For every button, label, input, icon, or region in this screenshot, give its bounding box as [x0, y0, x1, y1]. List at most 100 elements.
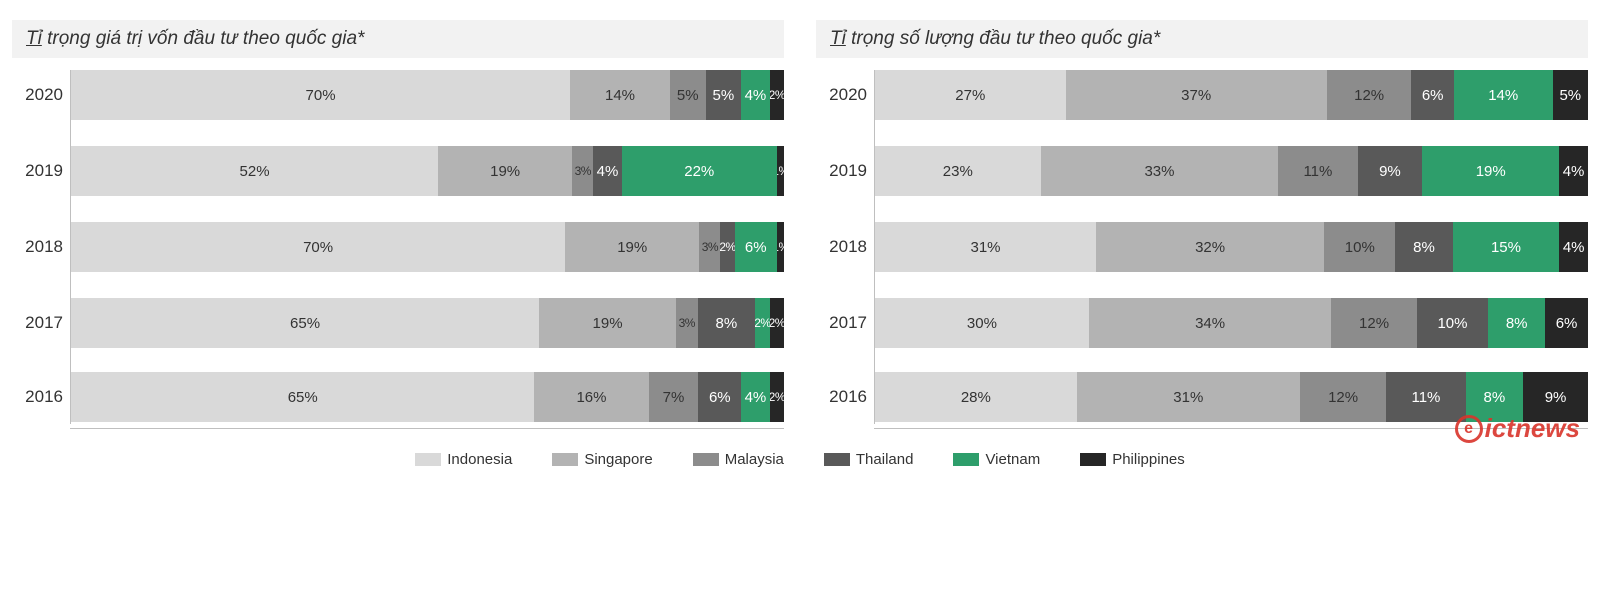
bar-row: 201831%32%10%8%15%4% — [875, 222, 1588, 272]
chart-title-box: Tỉ trọng số lượng đầu tư theo quốc gia* — [816, 20, 1588, 58]
bar-segment-philippines: 1% — [777, 146, 784, 196]
bar-segment-vietnam: 22% — [622, 146, 777, 196]
bar-segment-singapore: 19% — [539, 298, 676, 348]
stacked-bar: 30%34%12%10%8%6% — [875, 298, 1588, 348]
charts-container: Tỉ trọng giá trị vốn đầu tư theo quốc gi… — [0, 0, 1600, 437]
bar-segment-philippines: 1% — [777, 222, 784, 272]
bar-row: 202027%37%12%6%14%5% — [875, 70, 1588, 120]
stacked-bar: 65%16%7%6%4%2% — [71, 372, 784, 422]
bar-row: 201870%19%3%2%6%1% — [71, 222, 784, 272]
legend-item-thailand: Thailand — [824, 451, 914, 468]
watermark-ictnews: eictnews — [1455, 413, 1580, 444]
year-label: 2018 — [817, 237, 867, 257]
bar-segment-philippines: 4% — [1559, 146, 1588, 196]
bar-segment-thailand: 2% — [720, 222, 734, 272]
bar-segment-singapore: 19% — [438, 146, 572, 196]
bar-segment-vietnam: 19% — [1422, 146, 1559, 196]
legend-item-philippines: Philippines — [1080, 451, 1185, 468]
bar-segment-philippines: 6% — [1545, 298, 1588, 348]
watermark-icon: e — [1455, 415, 1483, 443]
bar-segment-indonesia: 70% — [71, 222, 565, 272]
bar-segment-thailand: 6% — [1411, 70, 1453, 120]
legend-label: Indonesia — [447, 451, 512, 468]
legend-item-vietnam: Vietnam — [953, 451, 1040, 468]
legend-label: Singapore — [584, 451, 652, 468]
chart-title: Tỉ trọng giá trị vốn đầu tư theo quốc gi… — [26, 28, 364, 49]
chart-title: Tỉ trọng số lượng đầu tư theo quốc gia* — [830, 28, 1160, 49]
bar-segment-philippines: 4% — [1559, 222, 1588, 272]
bar-segment-malaysia: 3% — [699, 222, 720, 272]
stacked-bar: 65%19%3%8%2%2% — [71, 298, 784, 348]
stacked-bar: 70%19%3%2%6%1% — [71, 222, 784, 272]
bar-segment-thailand: 9% — [1358, 146, 1423, 196]
bar-segment-malaysia: 12% — [1331, 298, 1417, 348]
bar-segment-indonesia: 52% — [71, 146, 438, 196]
chart-title-rest: trọng số lượng đầu tư theo quốc gia* — [846, 28, 1160, 49]
stacked-bar: 31%32%10%8%15%4% — [875, 222, 1588, 272]
bar-segment-vietnam: 14% — [1454, 70, 1553, 120]
bar-segment-indonesia: 65% — [71, 298, 539, 348]
bar-segment-indonesia: 23% — [875, 146, 1041, 196]
year-label: 2016 — [13, 387, 63, 407]
bar-segment-thailand: 5% — [706, 70, 742, 120]
bar-segment-singapore: 19% — [565, 222, 699, 272]
legend-label: Malaysia — [725, 451, 784, 468]
legend-item-singapore: Singapore — [552, 451, 652, 468]
bar-segment-vietnam: 6% — [735, 222, 777, 272]
bar-segment-singapore: 31% — [1077, 372, 1300, 422]
figure-root: Tỉ trọng giá trị vốn đầu tư theo quốc gi… — [0, 0, 1600, 486]
year-label: 2019 — [817, 161, 867, 181]
stacked-bar: 70%14%5%5%4%2% — [71, 70, 784, 120]
bar-segment-indonesia: 27% — [875, 70, 1066, 120]
bar-segment-philippines: 2% — [770, 70, 784, 120]
bar-segment-malaysia: 7% — [649, 372, 699, 422]
bar-segment-thailand: 6% — [698, 372, 741, 422]
bar-segment-thailand: 4% — [593, 146, 621, 196]
chart-count-share: Tỉ trọng số lượng đầu tư theo quốc gia* … — [816, 20, 1588, 429]
bar-segment-vietnam: 4% — [741, 70, 770, 120]
year-label: 2017 — [817, 313, 867, 333]
chart-title-underlined: Tỉ — [26, 28, 42, 49]
bar-segment-indonesia: 31% — [875, 222, 1096, 272]
legend-item-malaysia: Malaysia — [693, 451, 784, 468]
legend-label: Vietnam — [985, 451, 1040, 468]
axis-line — [70, 428, 784, 429]
bar-segment-singapore: 33% — [1041, 146, 1279, 196]
bar-segment-indonesia: 65% — [71, 372, 534, 422]
year-label: 2016 — [817, 387, 867, 407]
legend-label: Philippines — [1112, 451, 1185, 468]
bars-area: 202070%14%5%5%4%2%201952%19%3%4%22%1%201… — [70, 70, 784, 424]
bar-segment-malaysia: 12% — [1327, 70, 1412, 120]
legend-swatch — [415, 453, 441, 466]
bar-segment-thailand: 10% — [1417, 298, 1488, 348]
year-label: 2018 — [13, 237, 63, 257]
bar-row: 201665%16%7%6%4%2% — [71, 374, 784, 424]
bar-row: 201730%34%12%10%8%6% — [875, 298, 1588, 348]
year-label: 2020 — [13, 85, 63, 105]
bar-segment-malaysia: 11% — [1278, 146, 1357, 196]
bar-segment-singapore: 16% — [534, 372, 648, 422]
bar-segment-philippines: 5% — [1553, 70, 1588, 120]
bar-row: 201923%33%11%9%19%4% — [875, 146, 1588, 196]
bar-row: 201765%19%3%8%2%2% — [71, 298, 784, 348]
bar-segment-vietnam: 4% — [741, 372, 770, 422]
legend-swatch — [953, 453, 979, 466]
bar-segment-malaysia: 3% — [572, 146, 593, 196]
bar-segment-malaysia: 3% — [676, 298, 698, 348]
bar-segment-philippines: 2% — [770, 298, 784, 348]
bar-segment-malaysia: 10% — [1324, 222, 1395, 272]
watermark-text: ictnews — [1485, 413, 1580, 444]
stacked-bar: 27%37%12%6%14%5% — [875, 70, 1588, 120]
chart-title-underlined: Tỉ — [830, 28, 846, 49]
chart-value-share: Tỉ trọng giá trị vốn đầu tư theo quốc gi… — [12, 20, 784, 429]
bar-segment-singapore: 14% — [570, 70, 670, 120]
bar-segment-malaysia: 5% — [670, 70, 706, 120]
legend-swatch — [693, 453, 719, 466]
bar-segment-philippines: 2% — [770, 372, 784, 422]
bar-segment-vietnam: 15% — [1453, 222, 1560, 272]
legend-swatch — [1080, 453, 1106, 466]
bar-segment-singapore: 37% — [1066, 70, 1327, 120]
bars-area: 202027%37%12%6%14%5%201923%33%11%9%19%4%… — [874, 70, 1588, 424]
legend: Indonesia Singapore Malaysia Thailand Vietna… — [0, 437, 1600, 486]
bar-segment-indonesia: 28% — [875, 372, 1077, 422]
